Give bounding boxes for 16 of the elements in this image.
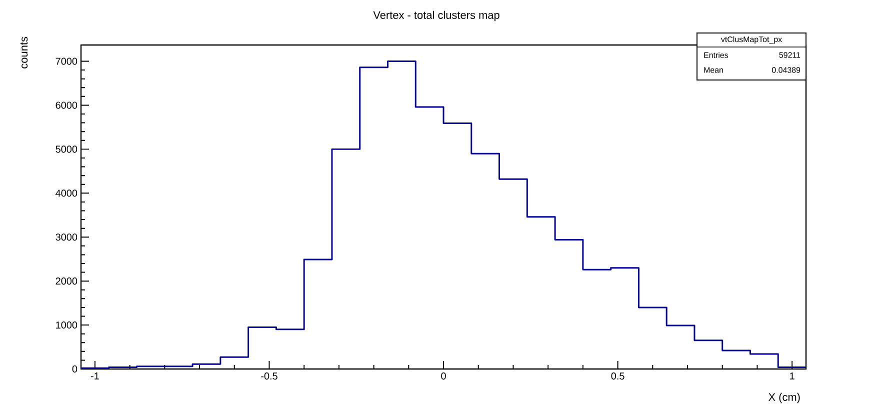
y-tick-label: 5000 [56, 146, 78, 153]
y-tick-label: 6000 [56, 102, 78, 109]
y-tick-label: 2000 [56, 278, 78, 285]
y-tick-label: 1000 [56, 322, 78, 329]
x-axis-title: X (cm) [768, 392, 800, 404]
y-tick-label: 3000 [56, 234, 78, 241]
y-tick-label: 7000 [56, 58, 78, 65]
chart-title: Vertex - total clusters map [373, 10, 500, 22]
x-tick-label: -1 [90, 372, 99, 380]
x-tick-label: 0 [441, 372, 446, 380]
x-tick-label: -0.5 [261, 372, 278, 380]
x-tick-label: 1 [790, 372, 794, 380]
y-axis-title: counts [20, 36, 28, 68]
y-tick-label: 0 [72, 365, 78, 373]
y-tick-label: 4000 [56, 190, 78, 197]
x-tick-label: 0.5 [611, 372, 624, 380]
